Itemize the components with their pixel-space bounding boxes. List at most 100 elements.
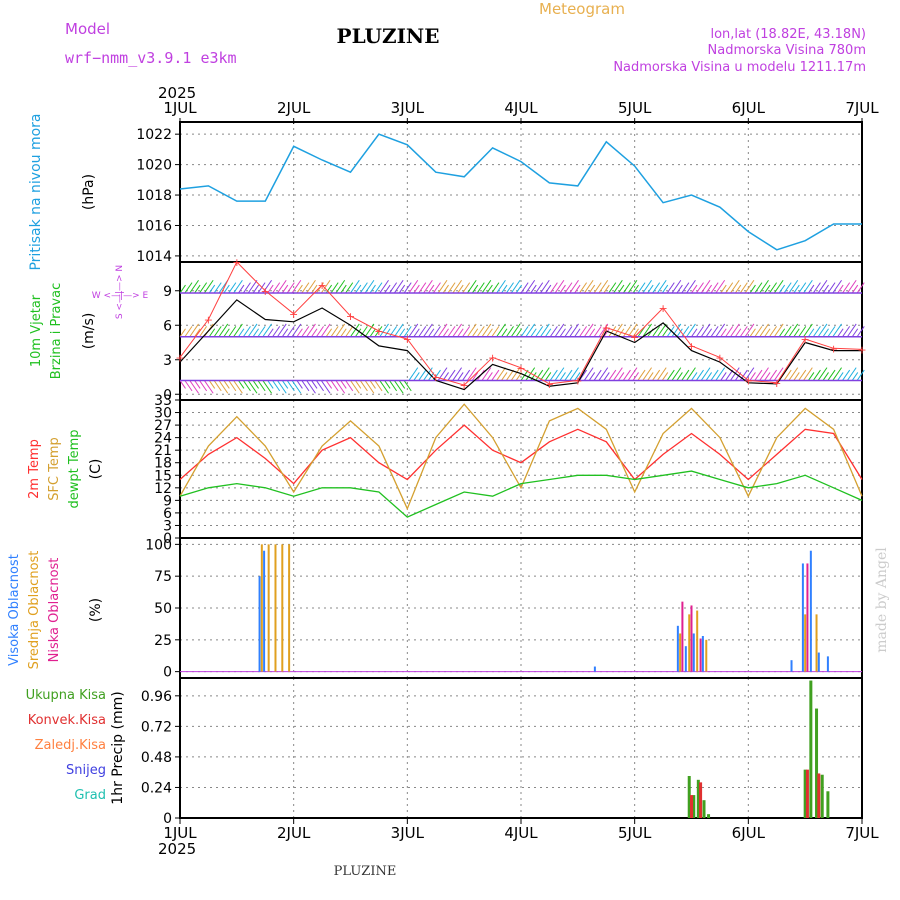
wind-barb: [510, 323, 521, 338]
wind-barb: [798, 369, 807, 381]
wind-barb: [622, 369, 631, 381]
wind-barb: [423, 279, 433, 294]
wind-barb: [705, 284, 713, 294]
wind-barb: [842, 369, 851, 381]
wind-barb: [720, 328, 727, 338]
wind-barb: [769, 369, 778, 381]
wind-barb: [223, 380, 230, 389]
wind-barb: [257, 326, 266, 338]
wind-barb: [257, 380, 266, 392]
wind-barb: [413, 284, 420, 294]
x-tick-label: 7JUL: [845, 824, 879, 842]
wind-gust-marker: +: [744, 374, 753, 387]
x-year-label: 2025: [158, 840, 196, 858]
wind-barb: [827, 282, 836, 294]
wind-gust-marker: +: [289, 308, 298, 321]
wind-barb: [764, 284, 771, 294]
wind-barb: [486, 284, 493, 294]
wind-barb: [462, 326, 471, 338]
wind-barb: [695, 282, 704, 294]
wind-gust-marker: +: [346, 310, 355, 323]
wind-barb: [315, 380, 324, 392]
wind-barb: [442, 284, 449, 294]
wind-barb: [340, 380, 347, 389]
wind-barb: [281, 284, 289, 294]
wind-barb: [491, 369, 500, 381]
wind-barb: [851, 284, 859, 294]
wind-barb: [359, 282, 368, 294]
wind-barb: [403, 282, 412, 294]
wind-barb: [184, 380, 193, 392]
wind-barb: [228, 326, 237, 338]
y-tick-label: 18: [154, 456, 172, 472]
wind-barb: [233, 380, 243, 394]
wind-barb: [515, 328, 523, 338]
wind-barb: [535, 326, 544, 338]
precip-total-bar: [803, 769, 807, 818]
y-tick-label: 75: [154, 569, 172, 585]
wind-barb: [223, 328, 230, 338]
wind-barb: [744, 367, 755, 381]
pressure-line: [179, 133, 862, 251]
wind-barb: [471, 284, 479, 294]
wind-axis-name1: 10m Vjetar: [29, 294, 44, 367]
wind-barb: [408, 279, 419, 294]
x-tick-label: 4JUL: [504, 99, 538, 117]
wind-barb: [281, 380, 289, 389]
wind-barb: [817, 279, 828, 294]
wind-barb: [277, 323, 287, 338]
y-tick-label: 21: [154, 443, 172, 459]
wind-barb: [189, 323, 199, 338]
wind-barb: [467, 367, 477, 381]
wind-barb: [842, 282, 851, 294]
wind-barb: [335, 380, 346, 394]
temp-axis-name2: SFC Temp: [47, 437, 62, 501]
wind-barb: [803, 279, 813, 294]
x-tick-label: 2JUL: [277, 824, 311, 842]
wind-barb: [730, 367, 740, 381]
x-tick-label: 4JUL: [504, 824, 538, 842]
wind-barb: [486, 372, 493, 381]
cloud-high-bar: [258, 576, 261, 672]
wind-barb: [695, 326, 704, 338]
wind-barb: [242, 380, 251, 392]
wind-barb: [549, 369, 558, 381]
wind-gust-marker: +: [317, 279, 326, 292]
wind-barb: [613, 279, 623, 294]
y-tick-label: 6: [163, 506, 172, 522]
wind-barb: [403, 326, 412, 338]
wind-barb: [569, 323, 579, 338]
wind-barb: [315, 326, 324, 338]
wind-barb: [798, 282, 807, 294]
wind-barb: [247, 323, 258, 338]
wind-barb: [418, 282, 427, 294]
wind-barb: [272, 380, 281, 392]
wind-barb: [496, 323, 506, 338]
precip-conv-bar: [690, 795, 693, 818]
wind-barb: [296, 284, 303, 294]
wind-barb: [574, 372, 581, 381]
wind-barb: [798, 326, 807, 338]
wind-barb: [773, 367, 784, 381]
y-tick-label: 15: [154, 468, 172, 484]
wind-gust-marker: +: [175, 351, 184, 364]
precip-total-bar: [815, 708, 819, 818]
wind-barb: [384, 328, 391, 338]
wind-barb: [218, 323, 229, 338]
y-tick-label: 0.48: [141, 750, 172, 766]
wind-barb: [277, 279, 287, 294]
wind-barb: [389, 326, 398, 338]
wind-barb: [242, 326, 251, 338]
wind-barb: [535, 369, 544, 381]
wind-barb: [540, 367, 550, 381]
wind-barb: [505, 282, 514, 294]
wind-barb: [462, 369, 471, 381]
wind-barb: [593, 326, 602, 338]
wind-gust-marker: +: [516, 362, 525, 375]
wind-barb: [744, 279, 755, 294]
wind-barb: [330, 282, 339, 294]
x-tick-label: 1JUL: [163, 99, 197, 117]
wind-barb: [184, 282, 193, 294]
wind-barb: [734, 328, 742, 338]
